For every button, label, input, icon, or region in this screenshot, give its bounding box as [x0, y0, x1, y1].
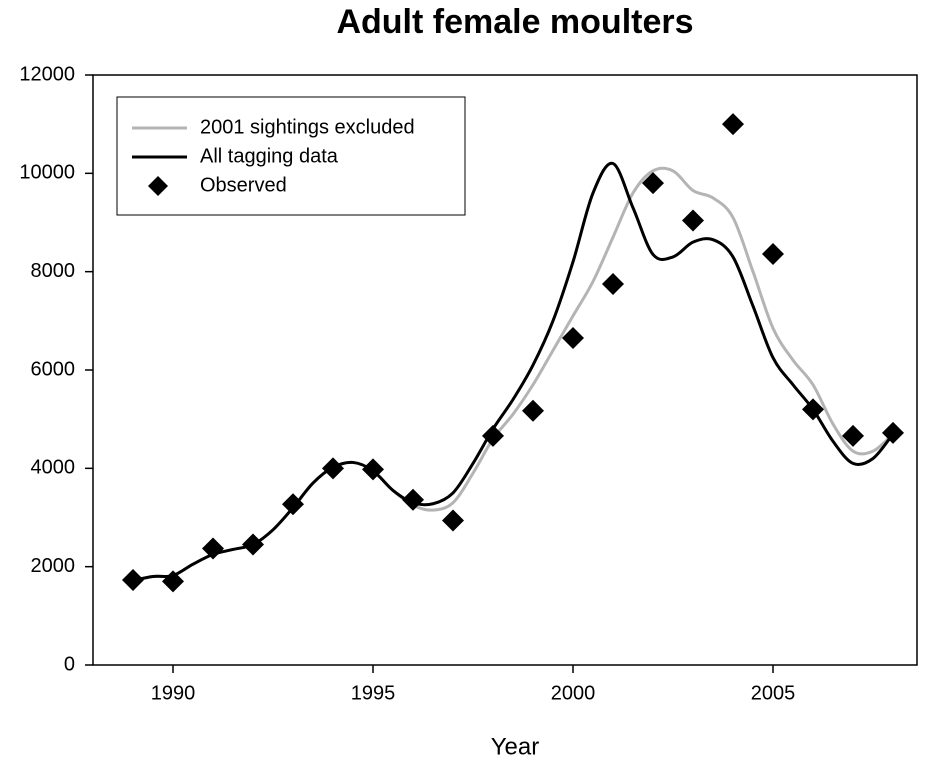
observed-point	[562, 327, 584, 350]
observed-point	[642, 172, 664, 195]
y-tick-label: 8000	[31, 260, 76, 282]
y-tick-label: 2000	[31, 555, 76, 577]
y-tick-label: 4000	[31, 457, 76, 479]
series-line	[132, 166, 895, 582]
legend-label: Observed	[200, 174, 287, 196]
observed-point	[242, 533, 264, 556]
observed-point	[482, 424, 504, 447]
y-tick-label: 6000	[31, 358, 76, 380]
legend-marker	[148, 176, 168, 196]
observed-point	[802, 398, 824, 421]
x-tick-label: 1995	[351, 682, 396, 704]
observed-point	[602, 272, 624, 295]
observed-point	[362, 458, 384, 481]
x-axis-label: Year	[491, 733, 540, 760]
observed-point	[882, 421, 904, 444]
observed-point	[402, 488, 424, 511]
observed-point	[762, 242, 784, 265]
observed-point	[282, 493, 304, 516]
observed-point	[322, 457, 344, 480]
legend-label: All tagging data	[200, 145, 339, 167]
observed-point	[522, 399, 544, 422]
y-tick-label: 12000	[19, 63, 75, 85]
observed-point	[442, 509, 464, 532]
x-tick-label: 2005	[751, 682, 796, 704]
observed-point	[722, 113, 744, 136]
observed-point	[842, 424, 864, 447]
series-line	[132, 161, 895, 582]
chart-title: Adult female moulters	[336, 3, 693, 41]
y-tick-label: 0	[64, 653, 75, 675]
x-tick-label: 2000	[551, 682, 596, 704]
observed-point	[202, 537, 224, 560]
y-tick-label: 10000	[19, 162, 75, 184]
observed-point	[682, 209, 704, 232]
observed-point	[162, 570, 184, 593]
legend-label: 2001 sightings excluded	[200, 116, 415, 138]
x-tick-label: 1990	[151, 682, 196, 704]
observed-point	[122, 568, 144, 591]
